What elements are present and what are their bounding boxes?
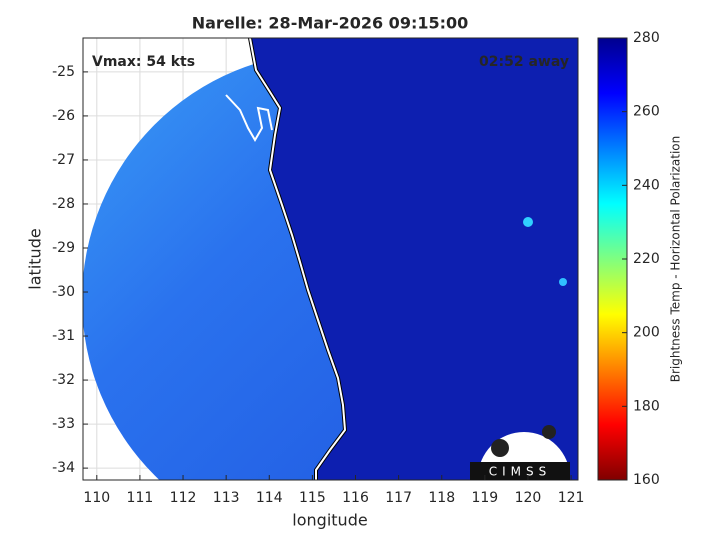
x-tick-label: 114 — [256, 490, 283, 506]
x-tick-label: 116 — [342, 490, 369, 506]
coastline — [249, 38, 347, 480]
colorbar-tick-label: 200 — [633, 325, 660, 341]
y-tick-label: -34 — [52, 460, 75, 476]
x-tick-label: 113 — [213, 490, 240, 506]
x-tick-label: 121 — [558, 490, 585, 506]
sea-region — [250, 38, 578, 480]
y-tick-label: -27 — [52, 152, 75, 168]
colorbar-tick-label: 280 — [633, 30, 660, 46]
y-tick-label: -28 — [52, 196, 75, 212]
y-tick-label: -30 — [52, 284, 75, 300]
logo-icon — [542, 425, 556, 439]
colorbar-tick-label: 220 — [633, 251, 660, 267]
x-tick-label: 111 — [127, 490, 154, 506]
bay-outline — [225, 94, 273, 142]
x-tick-label: 117 — [385, 490, 412, 506]
x-tick-label: 115 — [299, 490, 326, 506]
x-tick-label: 118 — [428, 490, 455, 506]
x-tick-label: 120 — [515, 490, 542, 506]
plot-frame — [82, 37, 579, 481]
colorbar-tick-label: 240 — [633, 177, 660, 193]
y-tick-label: -32 — [52, 372, 75, 388]
x-tick-label: 119 — [471, 490, 498, 506]
y-tick-label: -33 — [52, 416, 75, 432]
y-tick-label: -29 — [52, 240, 75, 256]
y-tick-label: -26 — [52, 108, 75, 124]
chart-title: Narelle: 28-Mar-2026 09:15:00 — [192, 14, 469, 33]
x-tick-label: 110 — [83, 490, 110, 506]
logo: CIMSS — [470, 425, 570, 480]
cloud-feature — [559, 278, 567, 286]
swath — [83, 38, 578, 480]
annotation: 02:52 away — [479, 54, 569, 70]
y-axis-label: latitude — [26, 228, 45, 289]
y-tick-label: -25 — [52, 64, 75, 80]
colorbar-tick-label: 160 — [633, 472, 660, 488]
colorbar-label: Brightness Temp - Horizontal Polarizatio… — [669, 136, 683, 383]
x-tick-label: 112 — [170, 490, 197, 506]
annotation: Vmax: 54 kts — [92, 54, 195, 70]
logo-text: CIMSS — [489, 465, 552, 479]
colorbar-tick-label: 180 — [633, 398, 660, 414]
colorbar-tick-label: 260 — [633, 104, 660, 120]
logo-icon — [491, 439, 509, 457]
y-tick-label: -31 — [52, 328, 75, 344]
logo-band — [470, 462, 570, 480]
cloud-feature — [523, 217, 533, 227]
x-axis-label: longitude — [292, 511, 367, 530]
